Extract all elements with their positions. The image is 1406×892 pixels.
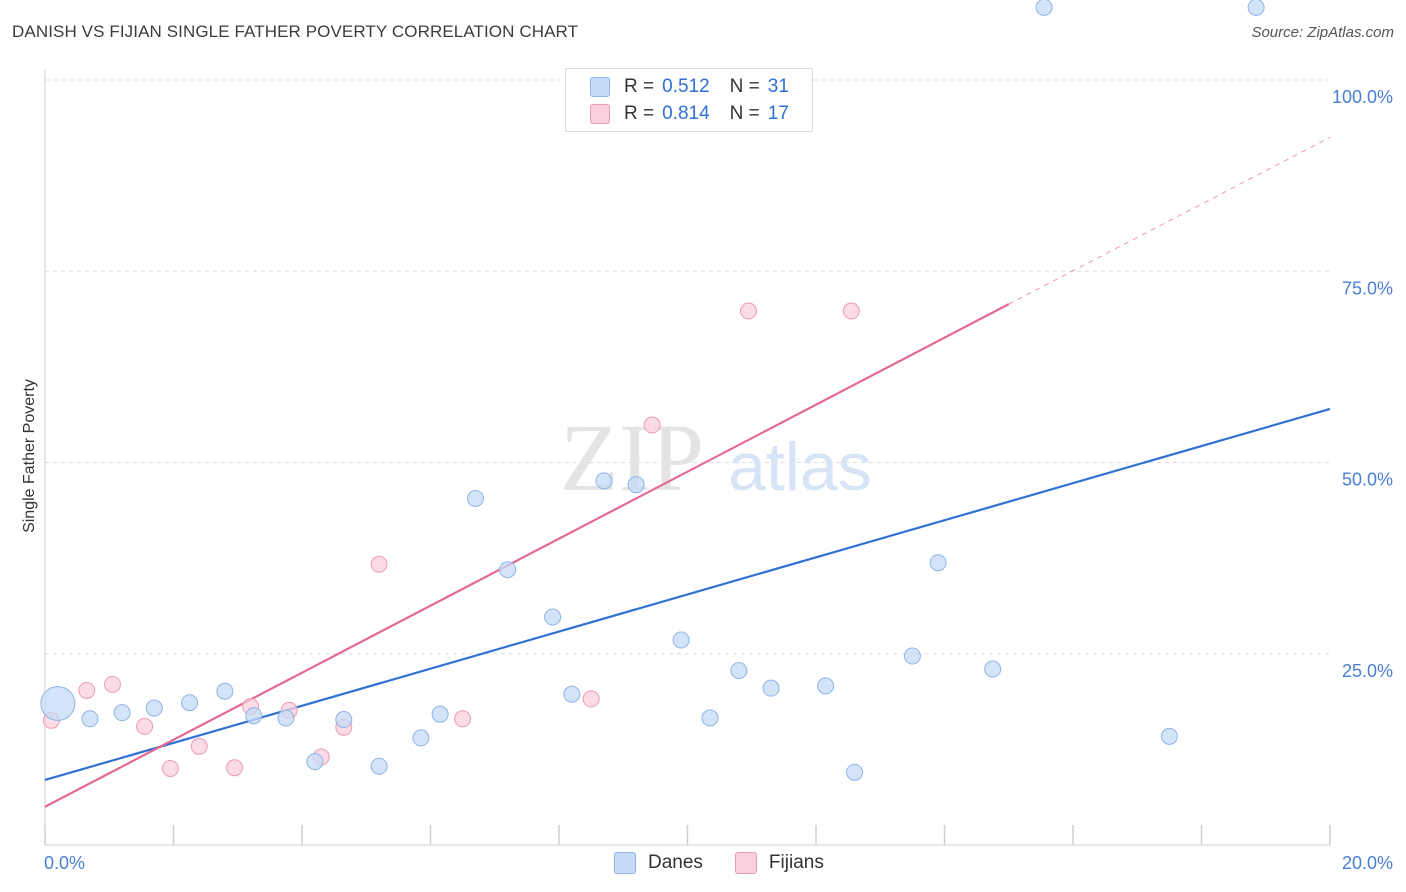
y-tick-label: 75.0% xyxy=(1342,278,1393,298)
fijians-point xyxy=(370,555,388,573)
fijians-trendline-extension xyxy=(1008,136,1331,305)
danes-point xyxy=(81,710,99,728)
fijians-point xyxy=(78,681,96,699)
fijians-trendline xyxy=(44,303,1010,808)
danes-point xyxy=(701,709,719,727)
legend-r-label: R = xyxy=(624,76,655,97)
legend-fijians-label: Fijians xyxy=(768,852,824,873)
fijians-swatch xyxy=(734,852,757,874)
danes-r-value: 0.512 xyxy=(662,76,710,97)
x-tick-label: 20.0% xyxy=(1342,853,1393,873)
danes-point xyxy=(370,757,388,775)
fijians-point xyxy=(643,416,661,434)
y-tick-label: 25.0% xyxy=(1342,661,1393,681)
gridlines xyxy=(45,79,1330,655)
fijians-n-value: 17 xyxy=(767,103,789,124)
y-tick-label: 50.0% xyxy=(1342,470,1393,490)
danes-point xyxy=(1035,0,1053,16)
x-tick-label: 0.0% xyxy=(44,853,85,873)
danes-n-value: 31 xyxy=(767,76,789,97)
legend-r-label: R = xyxy=(624,103,655,124)
danes-point xyxy=(40,685,76,721)
legend-item-fijians: Fijians xyxy=(734,852,824,874)
legend-danes-label: Danes xyxy=(648,852,703,873)
legend-n-label: N = xyxy=(729,103,760,124)
danes-point xyxy=(817,677,835,695)
danes-point xyxy=(846,763,864,781)
trendlines xyxy=(44,136,1331,808)
chart-title: DANISH VS FIJIAN SINGLE FATHER POVERTY C… xyxy=(12,22,579,41)
fijians-point xyxy=(103,675,121,693)
danes-point xyxy=(113,704,131,722)
legend-row-danes: R = 0.512 N = 31 xyxy=(590,75,789,99)
danes-point xyxy=(306,753,324,771)
source-credit: Source: ZipAtlas.com xyxy=(1251,24,1394,41)
legend-row-fijians: R = 0.814 N = 17 xyxy=(590,102,789,126)
fijians-swatch xyxy=(590,104,610,124)
danes-point xyxy=(245,707,263,725)
danes-point xyxy=(277,709,295,727)
series-legend: Danes Fijians xyxy=(614,852,856,874)
danes-point xyxy=(563,685,581,703)
danes-point xyxy=(595,472,613,490)
stats-legend: R = 0.512 N = 31 R = 0.814 N = 17 xyxy=(565,68,813,132)
data-points xyxy=(40,0,1265,781)
danes-point xyxy=(1160,727,1178,745)
fijians-point xyxy=(842,302,860,320)
fijians-point xyxy=(136,717,154,735)
danes-point xyxy=(762,679,780,697)
fijians-point xyxy=(190,737,208,755)
danes-point xyxy=(1247,0,1265,16)
danes-point xyxy=(412,729,430,747)
watermark-zip: ZIP xyxy=(560,404,704,511)
danes-point xyxy=(499,561,517,579)
fijians-point xyxy=(740,302,758,320)
fijians-point xyxy=(226,759,244,777)
danes-point xyxy=(544,608,562,626)
legend-item-danes: Danes xyxy=(614,852,703,874)
danes-point xyxy=(984,660,1002,678)
danes-point xyxy=(181,694,199,712)
watermark: ZIP atlas xyxy=(560,404,872,511)
danes-point xyxy=(216,682,234,700)
tick-labels: 100.0% 75.0% 50.0% 25.0% 0.0% 20.0% xyxy=(44,87,1393,873)
danes-point xyxy=(903,647,921,665)
danes-point xyxy=(730,662,748,680)
fijians-point xyxy=(582,690,600,708)
danes-point xyxy=(335,711,353,729)
y-tick-label: 100.0% xyxy=(1332,87,1393,107)
fijians-point xyxy=(161,760,179,777)
danes-point xyxy=(145,699,163,717)
danes-point xyxy=(466,489,484,507)
danes-point xyxy=(929,554,947,572)
fijians-r-value: 0.814 xyxy=(662,103,710,124)
y-axis-label: Single Father Poverty xyxy=(21,379,38,533)
fijians-point xyxy=(454,710,472,728)
legend-n-label: N = xyxy=(729,76,760,97)
watermark-atlas: atlas xyxy=(728,429,872,505)
danes-point xyxy=(627,476,645,494)
danes-swatch xyxy=(614,852,636,874)
danes-point xyxy=(672,631,690,649)
danes-point xyxy=(431,705,449,723)
danes-swatch xyxy=(590,77,610,97)
